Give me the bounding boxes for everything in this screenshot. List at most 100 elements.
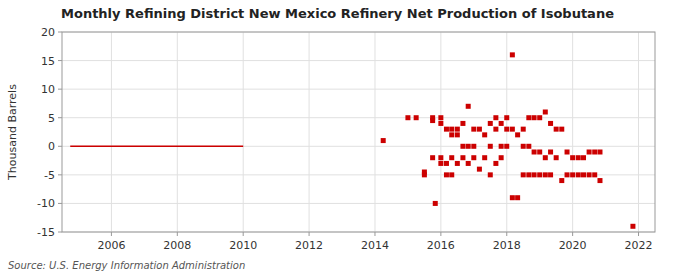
grid-line xyxy=(62,117,655,118)
tick-label: 2018 xyxy=(493,239,521,252)
point xyxy=(592,172,597,177)
point xyxy=(532,150,537,155)
grid-line xyxy=(572,32,573,232)
tick xyxy=(572,232,573,236)
tick-label: 15 xyxy=(41,55,55,68)
grid-line xyxy=(62,203,655,204)
tick-label: 2008 xyxy=(163,239,191,252)
grid-line xyxy=(638,32,639,232)
grid-line xyxy=(177,32,178,232)
grid-line xyxy=(309,32,310,232)
point xyxy=(414,115,419,120)
point xyxy=(565,172,570,177)
point xyxy=(576,172,581,177)
point xyxy=(493,115,498,120)
tick xyxy=(309,232,310,236)
point xyxy=(537,115,542,120)
point xyxy=(449,155,454,160)
point xyxy=(430,155,435,160)
tick xyxy=(374,232,375,236)
tick-label: 10 xyxy=(41,83,55,96)
point xyxy=(460,144,465,149)
point xyxy=(543,155,548,160)
tick-label: 2022 xyxy=(625,239,653,252)
point xyxy=(587,172,592,177)
point xyxy=(449,172,454,177)
point xyxy=(597,178,602,183)
point xyxy=(559,178,564,183)
point xyxy=(488,121,493,126)
grid-line xyxy=(62,60,655,61)
point xyxy=(471,127,476,132)
tick-label: 2020 xyxy=(559,239,587,252)
point xyxy=(548,172,553,177)
point xyxy=(559,127,564,132)
point xyxy=(449,132,454,137)
point xyxy=(471,155,476,160)
tick-label: -15 xyxy=(37,226,55,239)
point xyxy=(477,167,482,172)
point xyxy=(466,104,471,109)
point xyxy=(405,115,410,120)
point xyxy=(422,172,427,177)
tick xyxy=(58,232,62,233)
point xyxy=(488,172,493,177)
point xyxy=(455,132,460,137)
source: Source: U.S. Energy Information Administ… xyxy=(8,260,245,271)
grid-line xyxy=(374,32,375,232)
point xyxy=(587,150,592,155)
tick-label: 0 xyxy=(48,140,55,153)
point xyxy=(444,172,449,177)
point xyxy=(381,138,386,143)
point xyxy=(488,144,493,149)
point xyxy=(554,127,559,132)
tick xyxy=(58,32,62,33)
point xyxy=(460,121,465,126)
point xyxy=(576,155,581,160)
point xyxy=(438,161,443,166)
point xyxy=(543,110,548,115)
grid-line xyxy=(506,32,507,232)
point xyxy=(466,144,471,149)
point xyxy=(548,150,553,155)
tick xyxy=(243,232,244,236)
tick xyxy=(638,232,639,236)
tick xyxy=(58,203,62,204)
axes: -15-10-505101520200620082010201220142016… xyxy=(37,26,652,252)
tick xyxy=(506,232,507,236)
point xyxy=(515,132,520,137)
point xyxy=(438,115,443,120)
point xyxy=(455,161,460,166)
point xyxy=(521,144,526,149)
tick xyxy=(58,60,62,61)
point xyxy=(444,161,449,166)
point xyxy=(570,155,575,160)
point xyxy=(532,115,537,120)
tick-label: 5 xyxy=(48,112,55,125)
point xyxy=(471,144,476,149)
title: Monthly Refining District New Mexico Ref… xyxy=(61,6,614,21)
point xyxy=(510,52,515,57)
point xyxy=(630,224,635,229)
tick-label: 2014 xyxy=(361,239,389,252)
point xyxy=(510,195,515,200)
tick xyxy=(111,232,112,236)
point xyxy=(433,201,438,206)
marks xyxy=(70,52,635,228)
chart: -15-10-505101520200620082010201220142016… xyxy=(0,0,675,275)
tick xyxy=(58,89,62,90)
point xyxy=(430,115,435,120)
tick xyxy=(440,232,441,236)
point xyxy=(438,155,443,160)
grid-line xyxy=(440,32,441,232)
point xyxy=(510,127,515,132)
grid-line xyxy=(62,146,655,147)
line xyxy=(70,146,243,148)
point xyxy=(526,172,531,177)
point xyxy=(548,121,553,126)
point xyxy=(565,150,570,155)
tick xyxy=(58,117,62,118)
point xyxy=(526,115,531,120)
point xyxy=(449,127,454,132)
point xyxy=(521,172,526,177)
